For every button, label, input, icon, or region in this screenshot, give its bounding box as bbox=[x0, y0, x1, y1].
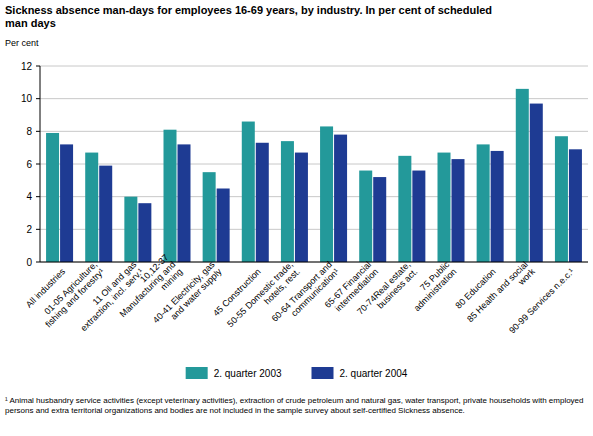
bar bbox=[569, 149, 582, 262]
category-line: 60-64 Transport and bbox=[270, 259, 334, 323]
tick bbox=[36, 131, 40, 132]
footnote-line: persons and extra territorial organizati… bbox=[5, 406, 465, 415]
legend-swatch bbox=[312, 367, 334, 379]
category-label: 90-99 Services n.e.c.¹ bbox=[507, 266, 576, 335]
bar bbox=[281, 141, 294, 262]
tick-label: 12 bbox=[21, 61, 33, 72]
bar bbox=[60, 144, 73, 262]
grid-line bbox=[40, 196, 588, 197]
grid-line bbox=[40, 131, 588, 132]
title: Sickness absence man-days for employees … bbox=[5, 4, 492, 29]
grid-line bbox=[40, 229, 588, 230]
bar bbox=[124, 197, 137, 262]
bar bbox=[295, 153, 308, 262]
tick bbox=[36, 229, 40, 230]
bar bbox=[452, 159, 465, 262]
bar bbox=[398, 156, 411, 262]
chart: Sickness absence man-days for employees … bbox=[0, 0, 593, 436]
tick-label: 0 bbox=[26, 257, 32, 268]
bar bbox=[555, 136, 568, 262]
bar bbox=[530, 104, 543, 262]
bar bbox=[334, 135, 347, 262]
bar bbox=[412, 171, 425, 262]
bar bbox=[256, 143, 269, 262]
category-line: work bbox=[516, 266, 538, 288]
category-line: 90-99 Services n.e.c.¹ bbox=[507, 266, 576, 335]
tick bbox=[36, 164, 40, 165]
tick bbox=[36, 66, 40, 67]
grid-line bbox=[40, 164, 588, 165]
bar bbox=[203, 172, 216, 262]
category-line: 40-41 Electricity, gas bbox=[151, 259, 217, 325]
bar bbox=[46, 133, 59, 262]
bar bbox=[242, 122, 255, 262]
legend-swatch bbox=[186, 367, 208, 379]
footnote-line: ¹ Animal husbandry service activities (e… bbox=[5, 396, 584, 405]
bars bbox=[46, 89, 582, 262]
bar bbox=[138, 203, 151, 262]
category-label: 40-41 Electricity, gasand water supply bbox=[151, 259, 224, 332]
bar bbox=[320, 126, 333, 262]
grid-line bbox=[40, 262, 588, 263]
legend-label: 2. quarter 2004 bbox=[340, 368, 408, 379]
tick-label: 8 bbox=[26, 126, 32, 137]
y-axis bbox=[40, 66, 41, 262]
bar bbox=[373, 177, 386, 262]
bar bbox=[477, 144, 490, 262]
tick bbox=[36, 196, 40, 197]
tick bbox=[36, 262, 40, 263]
title-line: man days bbox=[5, 17, 56, 29]
bar bbox=[85, 153, 98, 262]
bar bbox=[438, 153, 451, 262]
background bbox=[0, 0, 593, 436]
bar bbox=[359, 171, 372, 262]
tick-label: 2 bbox=[26, 224, 32, 235]
category-line: intermediation bbox=[333, 266, 380, 313]
bar bbox=[99, 166, 112, 262]
grid-line bbox=[40, 98, 588, 99]
bar bbox=[516, 89, 529, 262]
category-line: administration bbox=[412, 266, 459, 313]
tick-label: 10 bbox=[21, 93, 33, 104]
grid-line bbox=[40, 66, 588, 67]
legend-label: 2. quarter 2003 bbox=[214, 368, 282, 379]
y-label: Per cent bbox=[5, 38, 39, 48]
footnote: ¹ Animal husbandry service activities (e… bbox=[5, 396, 584, 415]
bar bbox=[178, 144, 191, 262]
tick-label: 6 bbox=[26, 159, 32, 170]
tick-label: 4 bbox=[26, 191, 32, 202]
tick bbox=[36, 98, 40, 99]
bar bbox=[491, 151, 504, 262]
category-label: 70-74Real estate,business act. bbox=[355, 259, 419, 323]
bar bbox=[217, 189, 230, 263]
category-line: 50-55 Domestic trade, bbox=[225, 259, 295, 329]
category-label: 75 Publicadministration bbox=[405, 259, 459, 313]
category-label: 65-67 Financialintermediation bbox=[323, 259, 381, 317]
title-line: Sickness absence man-days for employees … bbox=[5, 4, 492, 16]
x-axis bbox=[40, 262, 588, 263]
bar bbox=[164, 130, 177, 262]
